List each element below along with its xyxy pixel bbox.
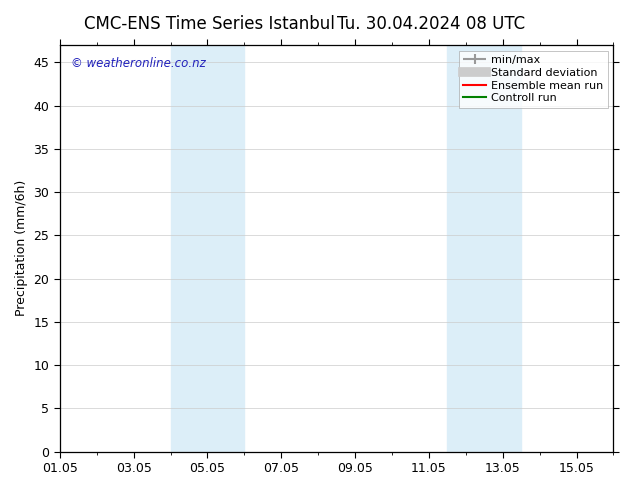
Y-axis label: Precipitation (mm/6h): Precipitation (mm/6h): [15, 180, 28, 317]
Text: Tu. 30.04.2024 08 UTC: Tu. 30.04.2024 08 UTC: [337, 15, 525, 33]
Legend: min/max, Standard deviation, Ensemble mean run, Controll run: min/max, Standard deviation, Ensemble me…: [459, 50, 608, 108]
Text: CMC-ENS Time Series Istanbul: CMC-ENS Time Series Istanbul: [84, 15, 335, 33]
Bar: [448, 45, 521, 452]
Text: © weatheronline.co.nz: © weatheronline.co.nz: [71, 57, 205, 70]
Bar: [171, 45, 244, 452]
